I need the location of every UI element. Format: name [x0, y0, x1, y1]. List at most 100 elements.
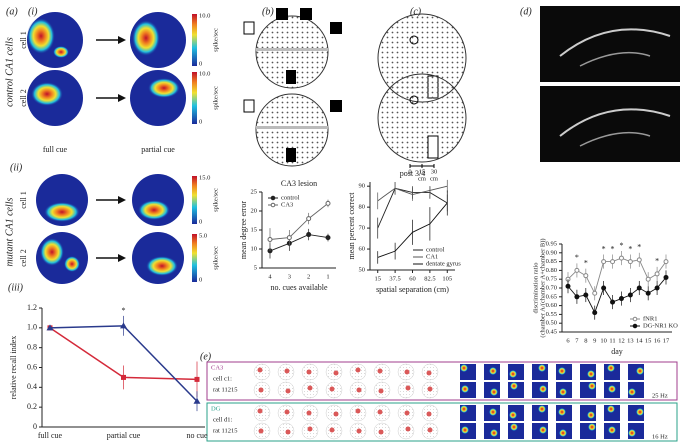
legend-marker [632, 323, 638, 329]
point [601, 259, 607, 265]
rotated-label: mutant CA1 cells [4, 197, 15, 266]
legend-marker [270, 195, 276, 201]
spike-cluster [257, 408, 263, 414]
label: (a) [6, 6, 18, 17]
point [610, 259, 616, 265]
x-tick-label: 12 [618, 337, 625, 344]
point [592, 310, 598, 316]
significance: * [655, 257, 659, 266]
cue-icon [300, 8, 312, 20]
spike-cluster [377, 409, 383, 415]
series-line [567, 277, 667, 314]
point [194, 376, 200, 382]
spike-cluster [306, 369, 312, 375]
label: rat 11215 [213, 427, 238, 434]
y-tick-label: 90 [359, 183, 366, 190]
y-axis-label: mean degree error [239, 201, 248, 260]
y-tick-label: 5 [254, 264, 257, 271]
spike-cluster [378, 388, 384, 394]
x-tick-label: 11 [609, 337, 615, 344]
x-tick-label: 82.5 [424, 275, 435, 282]
legend-marker [270, 202, 276, 208]
spike-cluster [307, 426, 313, 432]
point [610, 299, 616, 305]
rate-blob [53, 46, 69, 58]
spike-cluster [356, 387, 362, 393]
rate-spot [558, 408, 566, 416]
point [267, 237, 273, 242]
label: partial cue [141, 145, 175, 154]
colorbar [192, 14, 197, 66]
point [121, 374, 126, 380]
x-tick-label: 13 [627, 337, 634, 344]
rate-blob [31, 82, 63, 106]
label: cell c1: [213, 375, 232, 382]
maze [255, 15, 329, 89]
label: DG [211, 405, 221, 412]
cue-card [286, 70, 296, 84]
rate-blob [138, 200, 170, 220]
rate-spot [608, 385, 616, 393]
y-tick-label: 25 [251, 188, 258, 195]
label: rat 11215 [213, 386, 238, 393]
x-tick-label: 15 [374, 275, 381, 282]
significance: * [122, 306, 126, 315]
y-tick-label: 0.75 [546, 276, 557, 283]
x-tick-label: 16 [654, 337, 661, 344]
rotated-label: cell 2 [19, 89, 28, 107]
significance: * [637, 243, 641, 252]
label: (b) [262, 6, 274, 17]
rate-spot [461, 385, 469, 393]
point [120, 322, 127, 329]
rate-spot [587, 370, 595, 378]
rate-spot [538, 364, 546, 372]
rate-spot [559, 429, 567, 437]
rate-spot [558, 367, 566, 375]
rate-spot [509, 411, 517, 419]
y-tick-label: 0.2 [27, 402, 37, 411]
rate-spot [607, 364, 615, 372]
point [574, 267, 580, 273]
x-tick-label: 1 [326, 273, 329, 280]
spike-cluster [258, 428, 264, 434]
rotated-label: cell 1 [19, 31, 28, 49]
panel-box [206, 361, 678, 401]
label: 16 Hz [652, 433, 668, 440]
rate-spot [636, 408, 644, 416]
rotated-label: cell 2 [19, 249, 28, 267]
significance: * [602, 244, 606, 253]
point [601, 285, 607, 291]
label: 15.0 [199, 174, 210, 181]
x-axis-label: no. cues available [270, 283, 328, 292]
y-tick-label: 0.6 [27, 362, 37, 371]
rate-spot [539, 426, 547, 434]
legend-label: dentate gyrus [426, 260, 461, 267]
maze-band [256, 126, 328, 129]
rate-map [130, 70, 186, 126]
y-tick-label: 60 [359, 246, 366, 253]
x-axis-label: spatial separation (cm) [376, 285, 449, 294]
spike-cluster [329, 386, 335, 392]
spike-cluster [257, 367, 263, 373]
rate-spot [460, 405, 468, 413]
point [645, 290, 651, 296]
spike-map [253, 363, 271, 381]
y-tick-label: 80 [359, 204, 366, 211]
label: 10.0 [199, 12, 210, 19]
spike-cluster [356, 428, 362, 434]
spike-cluster [427, 386, 433, 392]
x-tick-label: 4 [268, 273, 272, 280]
rate-spot [509, 370, 517, 378]
point [46, 324, 54, 331]
point [574, 294, 580, 300]
point [654, 271, 660, 277]
rate-spot [538, 405, 546, 413]
rate-blob [148, 78, 180, 98]
y-tick-label: 0.50 [546, 320, 557, 327]
colorbar-unit: spike/sec [212, 86, 219, 110]
rate-blob [40, 238, 64, 266]
point [654, 285, 660, 291]
y-tick-label: 0.70 [546, 284, 557, 291]
label: 5.0 [199, 232, 207, 239]
arrow-head [118, 254, 126, 262]
